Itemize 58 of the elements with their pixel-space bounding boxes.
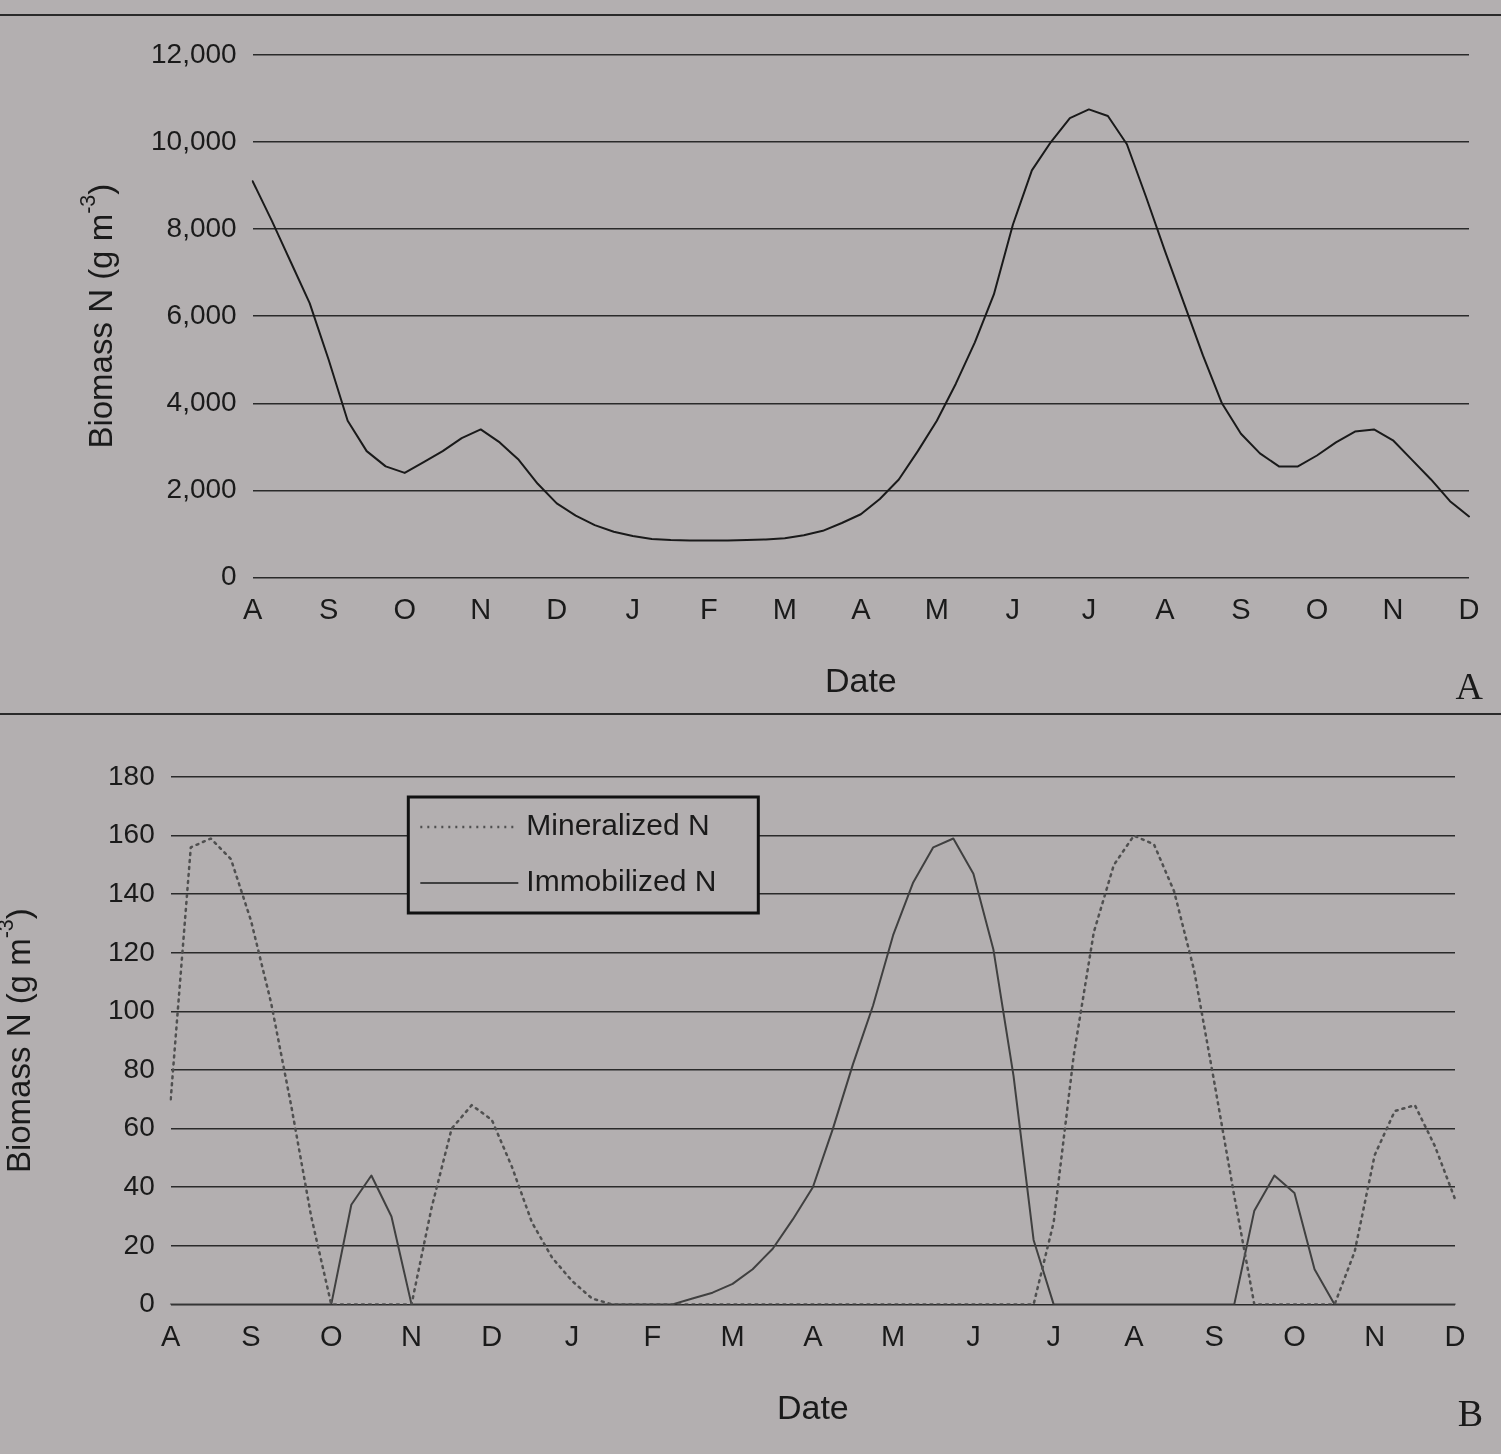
- x-axis-title: Date: [824, 660, 897, 699]
- x-tick-label: O: [1283, 1319, 1306, 1352]
- x-tick-label: J: [625, 592, 640, 625]
- x-tick-label: D: [1444, 1319, 1466, 1352]
- x-tick-label: S: [318, 592, 339, 625]
- x-tick-label: J: [1005, 592, 1021, 625]
- y-tick-label: 20: [123, 1228, 155, 1260]
- x-tick-label: N: [401, 1319, 422, 1352]
- x-tick-label: F: [699, 592, 718, 625]
- text: B: [1457, 1391, 1483, 1434]
- x-tick-label: A: [1155, 592, 1176, 625]
- y-tick-label: 10,000: [151, 124, 237, 156]
- x-tick-label: O: [1305, 592, 1329, 625]
- x-tick-label: O: [319, 1319, 343, 1352]
- y-tick-label: 100: [108, 994, 155, 1026]
- x-tick-label: O: [393, 592, 416, 625]
- x-tick-label: D: [481, 1319, 503, 1352]
- x-tick-label: M: [924, 592, 949, 625]
- y-tick-label: 160: [108, 818, 155, 850]
- x-tick-label: N: [470, 592, 492, 625]
- x-tick-label: A: [851, 592, 872, 625]
- y-tick-label: 80: [123, 1052, 155, 1084]
- y-tick-label: 60: [123, 1111, 155, 1143]
- x-tick-label: N: [1382, 592, 1404, 625]
- x-tick-label: N: [1364, 1319, 1386, 1352]
- y-tick-label: 140: [108, 876, 155, 908]
- x-tick-label: A: [242, 592, 263, 625]
- y-tick-label: 8,000: [166, 211, 237, 243]
- x-tick-label: J: [1081, 592, 1097, 625]
- x-tick-label: A: [1124, 1319, 1145, 1352]
- x-tick-label: S: [241, 1319, 261, 1352]
- x-tick-label: M: [881, 1319, 906, 1352]
- y-axis-title: Biomass N (g m-3): [76, 183, 119, 449]
- x-axis-title: Date: [776, 1387, 849, 1426]
- x-tick-label: D: [546, 592, 568, 625]
- x-tick-label: S: [1231, 592, 1251, 625]
- y-tick-label: 12,000: [151, 37, 237, 69]
- x-tick-label: M: [772, 592, 797, 625]
- x-tick-label: J: [966, 1319, 981, 1352]
- y-tick-label: 6,000: [166, 298, 237, 330]
- legend-label: Immobilized N: [526, 864, 717, 898]
- x-tick-label: F: [643, 1319, 662, 1352]
- x-tick-label: A: [161, 1319, 182, 1352]
- legend-label: Mineralized N: [526, 808, 710, 842]
- y-tick-label: 40: [123, 1169, 155, 1201]
- x-tick-label: S: [1204, 1319, 1224, 1352]
- x-tick-label: J: [1046, 1319, 1061, 1352]
- y-tick-label: 2,000: [166, 473, 237, 505]
- x-tick-label: J: [564, 1319, 580, 1352]
- y-tick-label: 120: [108, 935, 155, 967]
- x-tick-label: A: [803, 1319, 824, 1352]
- y-tick-label: 0: [139, 1287, 155, 1319]
- y-tick-label: 4,000: [166, 385, 237, 417]
- text: A: [1455, 664, 1484, 707]
- x-tick-label: M: [720, 1319, 745, 1352]
- y-tick-label: 0: [221, 560, 237, 592]
- y-tick-label: 180: [108, 759, 155, 791]
- x-tick-label: D: [1458, 592, 1480, 625]
